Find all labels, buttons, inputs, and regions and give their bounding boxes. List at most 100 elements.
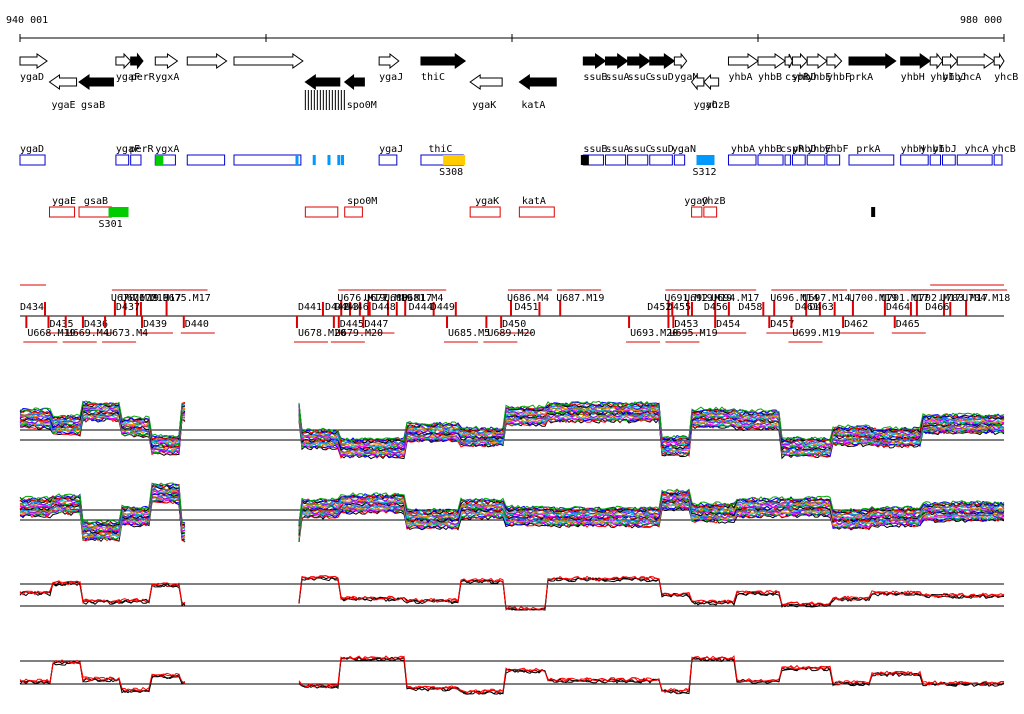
operon-minus-tag: S301 xyxy=(99,219,123,230)
down-label: D452 xyxy=(647,302,671,313)
down-label: D442 xyxy=(325,302,349,313)
gene-arrow xyxy=(848,53,897,69)
lower-probe-label: U678.M20 xyxy=(298,328,346,339)
upper-probe-label: U702.M17 xyxy=(913,293,961,304)
operon-highlight-cyan xyxy=(696,155,715,165)
gene-label: yhbA xyxy=(728,72,752,83)
operon-plus-box xyxy=(757,154,784,166)
gene-arrow xyxy=(673,52,688,70)
ruler-start-label: 940 001 xyxy=(6,15,48,26)
operon-plus-label: ssuC xyxy=(628,144,652,155)
down-label: D437 xyxy=(116,302,140,313)
probe-mark xyxy=(139,302,142,316)
gene-label: yhbD xyxy=(792,72,816,83)
probe-mark xyxy=(671,302,674,316)
expression-series-line xyxy=(19,483,1005,525)
operon-plus-label: ygaN xyxy=(672,144,696,155)
operon-minus-label: katA xyxy=(522,196,546,207)
down-label: D449 xyxy=(431,302,455,313)
upper-probe-label: U671.M19 xyxy=(121,293,169,304)
operon-minus-box xyxy=(304,206,339,218)
operon-plus-label: ygxA xyxy=(155,144,179,155)
gene-label: ygaF xyxy=(116,72,140,83)
gene-arrow xyxy=(604,53,629,69)
gene-label: yhbB xyxy=(758,72,782,83)
gene-arrow xyxy=(518,74,557,90)
operon-minus-box xyxy=(518,206,555,218)
probe-mark xyxy=(762,302,765,316)
probe-mark xyxy=(113,300,116,316)
operon-plus-box xyxy=(993,154,1003,166)
operon-minus-label: ygaO xyxy=(684,196,708,207)
operon-plus-box xyxy=(604,154,627,166)
down-label: D466 xyxy=(925,302,949,313)
upper-probe-label: U697.M14 xyxy=(802,293,850,304)
gene-label: cspR xyxy=(785,72,810,83)
operon-minus-box xyxy=(78,206,112,218)
operon-plus-label: perR xyxy=(129,144,154,155)
probe-mark xyxy=(332,316,335,328)
probe-mark xyxy=(182,316,185,328)
expression-track-upper-pair xyxy=(19,575,1005,611)
down-label: D434 xyxy=(20,302,44,313)
probe-mark xyxy=(64,316,67,328)
gene-arrow xyxy=(791,52,808,70)
probe-mark xyxy=(833,302,836,316)
gene-label: ygaD xyxy=(20,72,44,83)
probe-mark xyxy=(446,316,449,328)
probe-mark xyxy=(321,302,324,316)
gene-label: yhbJ xyxy=(942,72,966,83)
gene-arrow xyxy=(78,74,114,90)
operon-plus-label: yhcB xyxy=(992,144,1016,155)
down-label: D446 xyxy=(345,302,369,313)
operon-highlight-black xyxy=(580,155,589,165)
probe-mark xyxy=(81,316,84,328)
operon-minus-box xyxy=(344,206,363,218)
operon-plus-label: yhbE xyxy=(807,144,831,155)
probe-mark xyxy=(768,316,771,328)
lower-probe-label: D447 xyxy=(364,319,388,330)
probe-mark xyxy=(842,316,845,328)
expression-track-top-multi xyxy=(19,400,1005,460)
expression-series-line xyxy=(19,482,1005,525)
operon-plus-label: yhbB xyxy=(758,144,782,155)
gene-arrow xyxy=(420,53,467,69)
probe-mark xyxy=(432,302,435,316)
operon-plus-box xyxy=(941,154,956,166)
operon-plus-box xyxy=(186,154,226,166)
operon-minus-box xyxy=(703,206,718,218)
operon-plus-box xyxy=(791,154,806,166)
expression-series-line xyxy=(19,655,1005,694)
gene-arrow xyxy=(154,53,179,69)
probe-mark xyxy=(25,316,28,328)
lower-probe-label: D445 xyxy=(340,319,364,330)
expression-track-mid-multi xyxy=(19,482,1005,543)
expression-track-lower-pair xyxy=(19,655,1005,695)
probe-mark xyxy=(395,302,398,316)
gene-arrow xyxy=(130,52,144,70)
gene-label: ygxA xyxy=(155,72,179,83)
gene-arrow xyxy=(956,53,996,69)
operon-plus-box xyxy=(784,154,791,166)
down-label: D464 xyxy=(886,302,910,313)
upper-probe-label: U692.M19 xyxy=(684,293,732,304)
upper-probe-label: U675.M17 xyxy=(163,293,211,304)
gene-arrow xyxy=(186,53,228,69)
ruler-ticks xyxy=(19,34,1005,42)
down-label: D444 xyxy=(409,302,433,313)
probe-mark xyxy=(349,302,352,316)
expression-series-line xyxy=(19,576,1005,611)
operon-minus-label: spo0M xyxy=(347,196,377,207)
upper-probe-label: U680.M17 xyxy=(384,293,432,304)
upper-probe-label: U670.M19 xyxy=(111,293,159,304)
gene-arrow xyxy=(304,74,341,90)
gene-label: spo0M xyxy=(347,100,377,111)
upper-probe-label: U676.M19 xyxy=(337,293,385,304)
down-label: D456 xyxy=(704,302,728,313)
lower-probe-label: D457 xyxy=(770,319,794,330)
probe-mark xyxy=(358,302,361,316)
operon-minus-label: ygaE xyxy=(52,196,76,207)
operon-plus-box xyxy=(627,154,649,166)
gene-arrow xyxy=(806,52,828,70)
